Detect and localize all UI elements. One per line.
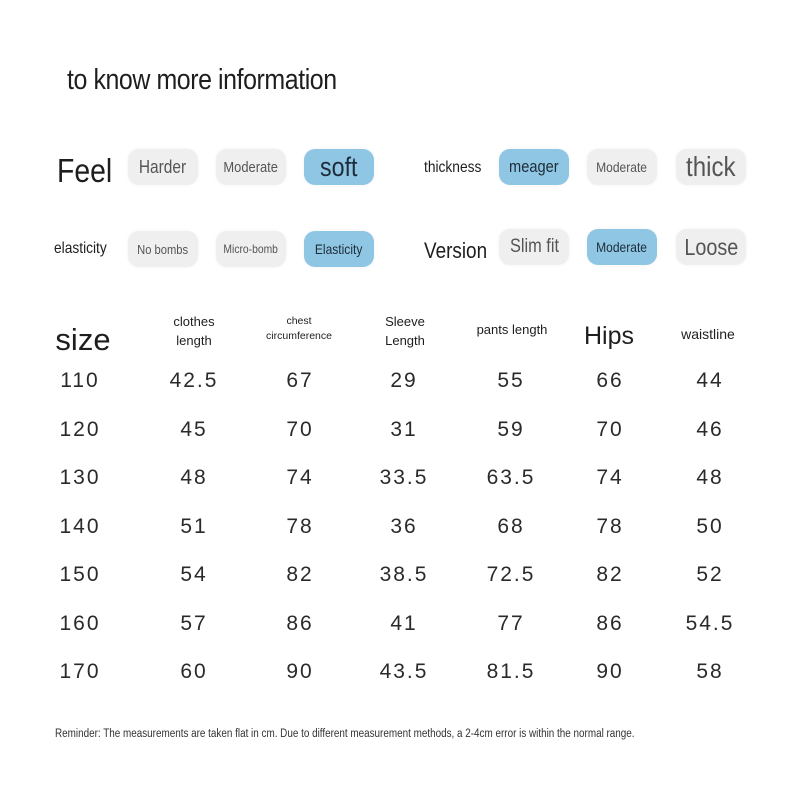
thickness-label: thickness [424, 159, 482, 176]
table-cell-waistline: 44 [696, 369, 724, 392]
table-cell-chest: 82 [286, 563, 314, 586]
table-cell-hips: 82 [596, 563, 624, 586]
table-cell-chest: 70 [286, 417, 314, 441]
table-cell-clothes-length: 60 [180, 660, 208, 683]
table-cell-clothes-length: 42.5 [169, 369, 219, 392]
thickness-option-thick: thick [676, 149, 746, 185]
table-cell-sleeve-length: 31 [390, 417, 418, 441]
table-cell-clothes-length: 51 [180, 514, 208, 538]
table-cell-size: 110 [60, 369, 100, 392]
table-cell-pants-length: 55 [497, 369, 525, 392]
table-cell-hips: 78 [596, 514, 624, 538]
table-cell-clothes-length: 48 [180, 466, 208, 489]
table-cell-size: 120 [59, 417, 101, 441]
table-cell-pants-length: 59 [497, 417, 525, 441]
table-cell-sleeve-length: 41 [390, 611, 418, 635]
table-cell-clothes-length: 57 [180, 611, 208, 635]
table-cell-size: 140 [59, 514, 101, 538]
table-header-waistline: waistline [681, 326, 735, 342]
elasticity-option-no-bombs: No bombs [128, 231, 198, 267]
table-cell-waistline: 46 [696, 417, 724, 441]
table-cell-chest: 86 [286, 611, 314, 635]
table-cell-sleeve-length: 38.5 [379, 563, 429, 586]
table-cell-hips: 74 [596, 466, 624, 489]
table-cell-size: 130 [59, 466, 101, 489]
feel-option-harder: Harder [128, 149, 198, 185]
table-cell-size: 160 [59, 611, 101, 635]
table-cell-sleeve-length: 33.5 [379, 466, 429, 489]
table-cell-sleeve-length: 43.5 [379, 660, 429, 683]
table-header-hips: Hips [583, 322, 635, 350]
version-option-slim-fit: Slim fit [499, 229, 569, 265]
table-cell-clothes-length: 54 [180, 563, 208, 586]
table-cell-size: 170 [59, 660, 101, 683]
table-cell-chest: 67 [286, 369, 314, 392]
table-cell-size: 150 [59, 563, 101, 586]
table-cell-waistline: 58 [696, 660, 724, 683]
table-header-size: size [55, 322, 111, 357]
table-cell-chest: 74 [286, 466, 314, 489]
measurement-reminder: Reminder: The measurements are taken fla… [55, 728, 635, 740]
table-cell-hips: 70 [596, 417, 624, 441]
version-option-loose: Loose [676, 229, 746, 265]
elasticity-label: elasticity [54, 240, 107, 257]
table-cell-sleeve-length: 36 [390, 514, 418, 538]
table-cell-hips: 90 [596, 660, 624, 683]
table-cell-pants-length: 68 [497, 514, 525, 538]
table-cell-hips: 66 [596, 369, 624, 392]
table-cell-chest: 78 [286, 514, 314, 538]
table-cell-sleeve-length: 29 [390, 369, 418, 392]
table-cell-hips: 86 [596, 611, 624, 635]
feel-label: Feel [57, 152, 113, 189]
table-cell-waistline: 52 [696, 563, 724, 586]
version-option-moderate-selected: Moderate [587, 229, 657, 265]
feel-option-moderate: Moderate [216, 149, 286, 185]
thickness-option-moderate: Moderate [587, 149, 657, 185]
table-cell-clothes-length: 45 [180, 417, 208, 441]
table-header-clothes-length: clothes length [173, 314, 215, 348]
table-header-pants-length: pants length [476, 322, 548, 337]
table-header-sleeve-length: Sleeve Length [385, 314, 425, 348]
table-cell-waistline: 54.5 [685, 611, 735, 635]
elasticity-option-micro-bomb: Micro-bomb [216, 231, 286, 267]
feel-option-soft-selected: soft [304, 149, 374, 185]
table-cell-pants-length: 72.5 [486, 563, 536, 586]
elasticity-option-elasticity-selected: Elasticity [304, 231, 374, 267]
table-cell-pants-length: 77 [497, 611, 525, 635]
table-cell-waistline: 50 [696, 514, 724, 538]
table-cell-waistline: 48 [696, 466, 724, 489]
page-heading: to know more information [67, 64, 337, 96]
table-cell-pants-length: 63.5 [486, 466, 536, 489]
table-cell-pants-length: 81.5 [486, 660, 536, 683]
table-header-chest-circumference: chest circumference [266, 315, 332, 343]
table-cell-chest: 90 [286, 660, 314, 683]
thickness-option-meager-selected: meager [499, 149, 569, 185]
version-label: Version [424, 238, 488, 263]
